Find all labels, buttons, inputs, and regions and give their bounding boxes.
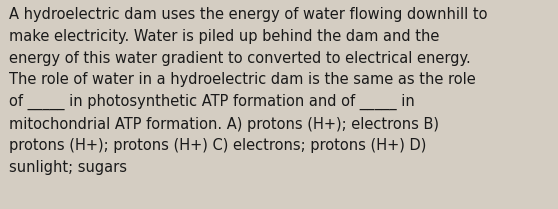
Text: A hydroelectric dam uses the energy of water flowing downhill to
make electricit: A hydroelectric dam uses the energy of w… [9, 7, 488, 175]
